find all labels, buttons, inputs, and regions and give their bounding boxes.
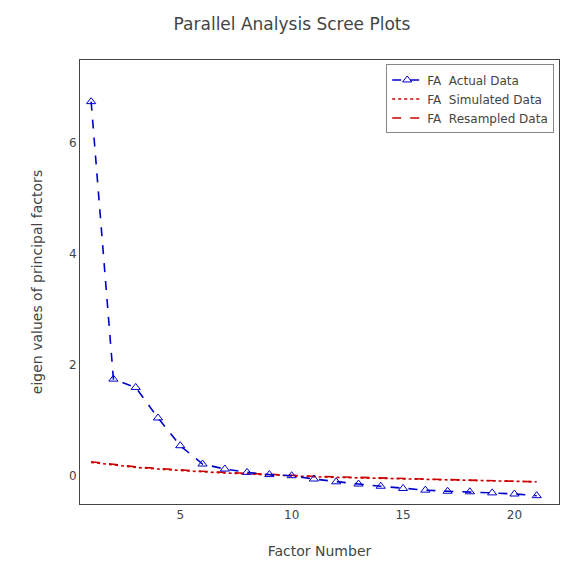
svg-text:4: 4 <box>69 247 77 261</box>
svg-text:6: 6 <box>69 136 77 150</box>
svg-text:Factor Number: Factor Number <box>268 543 372 559</box>
svg-text:20: 20 <box>507 508 522 522</box>
svg-text:2: 2 <box>69 358 77 372</box>
svg-text:5: 5 <box>176 508 184 522</box>
svg-text:Parallel Analysis Scree Plots: Parallel Analysis Scree Plots <box>174 14 411 34</box>
svg-text:0: 0 <box>69 469 77 483</box>
svg-text:FA Actual Data: FA Actual Data <box>427 74 519 88</box>
svg-text:eigen values of principal fact: eigen values of principal factors <box>29 170 45 394</box>
svg-text:FA Resampled Data: FA Resampled Data <box>427 112 548 126</box>
svg-text:10: 10 <box>284 508 299 522</box>
svg-text:FA Simulated Data: FA Simulated Data <box>427 93 542 107</box>
svg-text:15: 15 <box>395 508 410 522</box>
